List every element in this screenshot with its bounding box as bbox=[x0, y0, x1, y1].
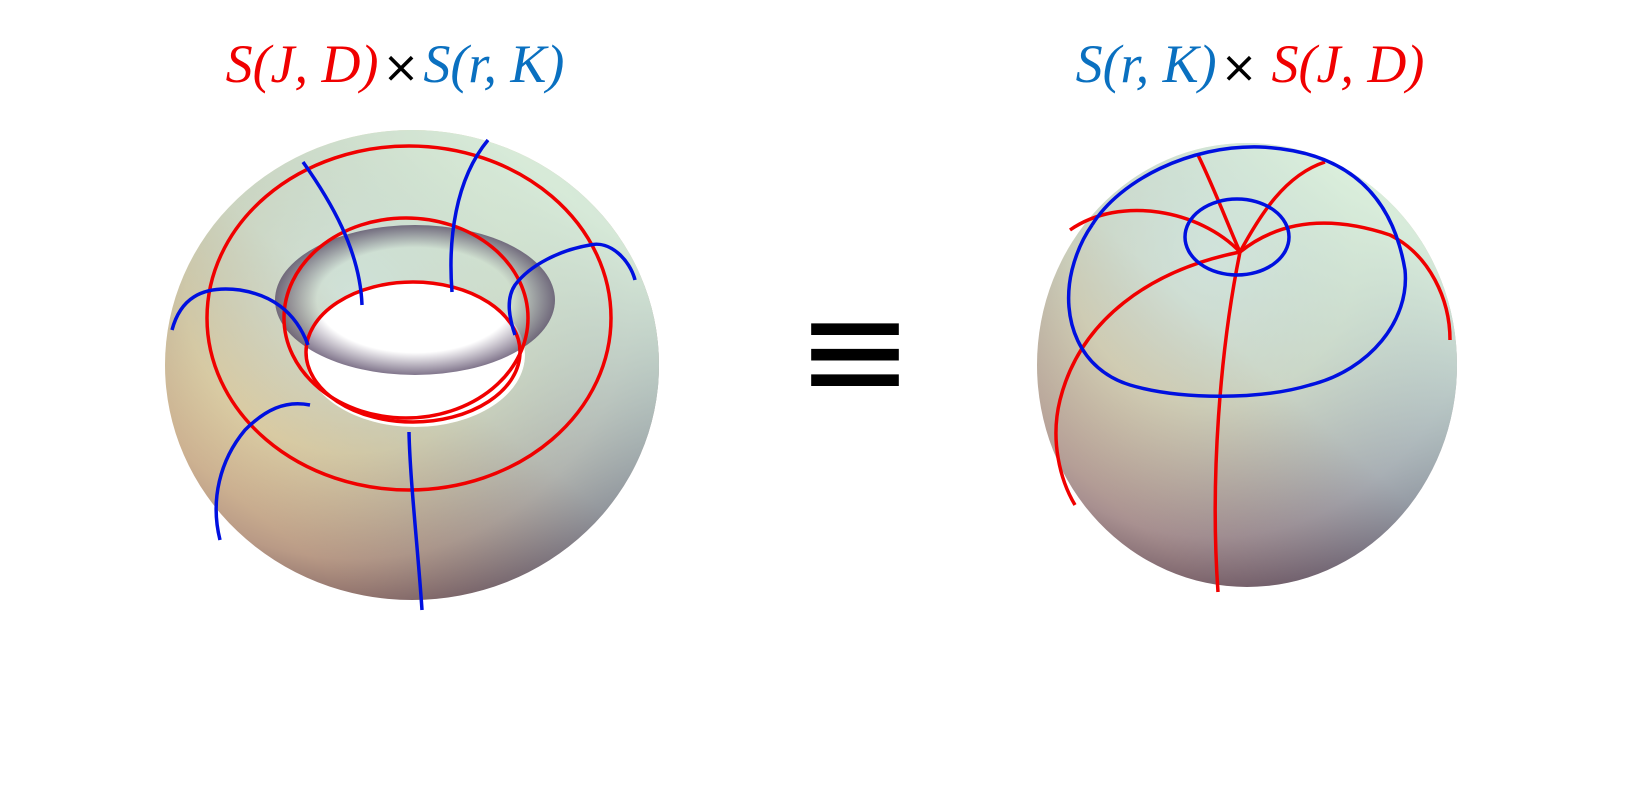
formula-part: × bbox=[383, 42, 420, 93]
torus bbox=[165, 130, 659, 611]
right-formula: S(r, K)× S(J, D) bbox=[1076, 34, 1425, 94]
formula-part: S(J, D) bbox=[226, 34, 379, 94]
left-formula: S(J, D)×S(r, K) bbox=[226, 34, 565, 94]
sphere bbox=[1037, 143, 1457, 593]
formula-part: × bbox=[1221, 42, 1258, 93]
equivalence-symbol: ≡ bbox=[796, 270, 913, 433]
formula-part: S(r, K) bbox=[423, 34, 564, 94]
formula-part: S(r, K) bbox=[1076, 34, 1217, 94]
formula-part: S(J, D) bbox=[1271, 34, 1424, 94]
